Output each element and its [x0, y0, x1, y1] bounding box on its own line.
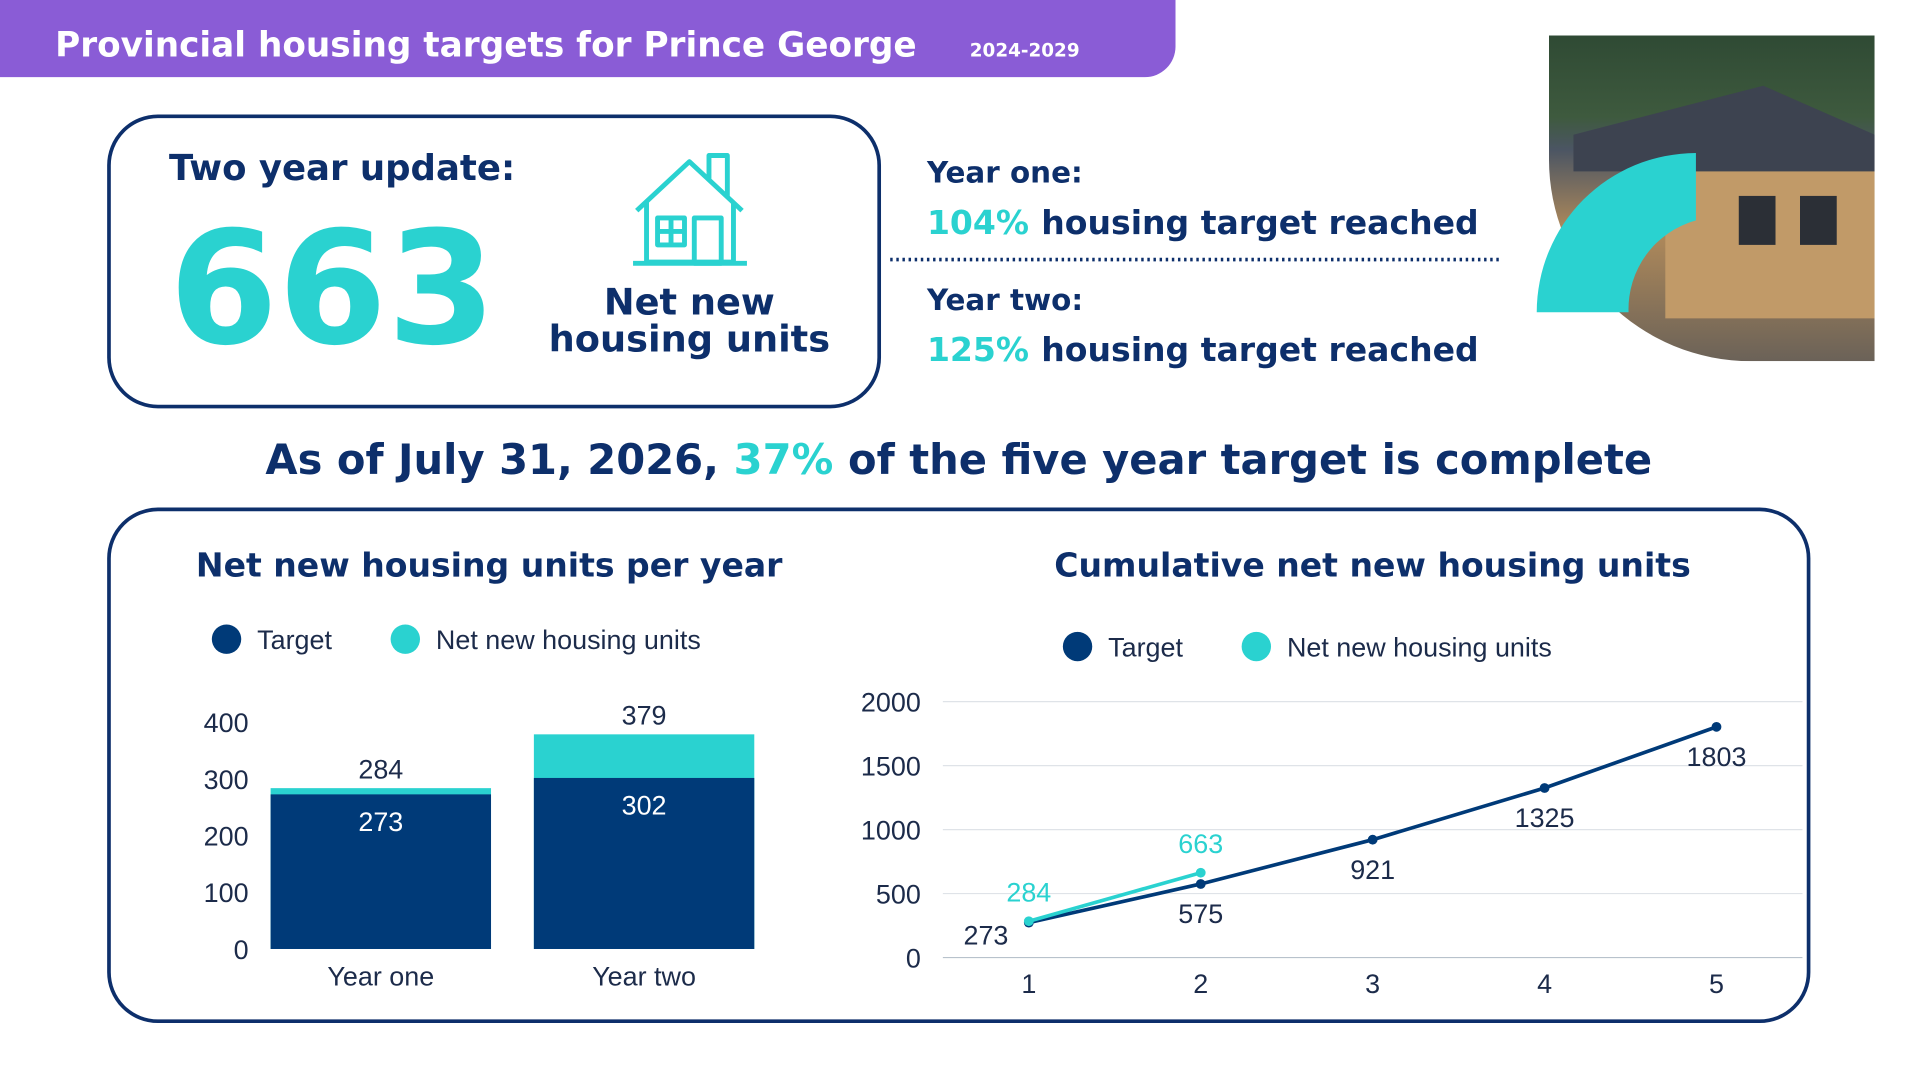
y-tick-label: 400	[204, 708, 249, 738]
y-tick-label: 100	[204, 878, 249, 908]
summary-text: As of July 31, 2026,	[265, 435, 719, 484]
year-heading: Year two:	[926, 283, 1083, 317]
x-tick-label: 3	[1365, 969, 1380, 999]
chart-title: Net new housing units per year	[196, 546, 783, 585]
legend-label: Net new housing units	[1287, 632, 1552, 662]
x-tick-label: 4	[1537, 969, 1552, 999]
data-label: 284	[358, 754, 403, 784]
update-box	[107, 114, 882, 409]
data-label: 663	[1178, 829, 1223, 859]
x-tick-label: 2	[1193, 969, 1208, 999]
legend-label: Target	[257, 625, 332, 655]
legend-swatch	[1241, 631, 1272, 662]
data-label: 379	[622, 701, 667, 731]
point	[1195, 879, 1206, 889]
year-text: housing target reached	[1041, 203, 1478, 242]
y-tick-label: 1500	[861, 751, 921, 781]
data-label: 273	[963, 921, 1008, 951]
y-tick-label: 0	[234, 935, 249, 965]
year-stat: 104% housing target reached	[927, 203, 1479, 242]
y-tick-label: 300	[204, 765, 249, 795]
bar	[270, 794, 492, 949]
header-title: Provincial housing targets for Prince Ge…	[55, 25, 917, 65]
year-heading: Year one:	[926, 155, 1083, 189]
data-label: 575	[1178, 899, 1223, 929]
point	[1195, 867, 1206, 878]
charts-box	[107, 507, 1811, 1024]
data-label: 284	[1006, 878, 1051, 908]
y-tick-label: 0	[906, 943, 921, 973]
legend-swatch	[211, 624, 242, 654]
legend-label: Net new housing units	[436, 625, 701, 655]
year-percent: 104%	[927, 203, 1029, 242]
data-label: 302	[622, 791, 667, 821]
x-tick-label: Year two	[592, 962, 696, 992]
chart-title: Cumulative net new housing units	[1054, 546, 1690, 585]
header-bar	[0, 0, 1176, 78]
update-label: housing units	[549, 317, 830, 360]
y-tick-label: 1000	[861, 815, 921, 845]
y-tick-label: 200	[204, 822, 249, 852]
decor-arc	[1536, 153, 1696, 313]
update-label: Net new	[604, 281, 775, 324]
bar	[533, 777, 755, 949]
point	[1711, 721, 1722, 732]
data-label: 273	[358, 807, 403, 837]
data-label: 1803	[1687, 742, 1747, 772]
point	[1367, 834, 1378, 845]
update-heading: Two year update:	[169, 148, 515, 189]
year-percent: 125%	[927, 330, 1029, 369]
x-tick-label: Year one	[327, 962, 434, 992]
point	[1023, 916, 1034, 927]
summary-highlight: 37%	[734, 435, 834, 484]
x-tick-label: 1	[1021, 969, 1036, 999]
legend-swatch	[1062, 631, 1093, 662]
y-tick-label: 500	[876, 879, 921, 909]
header-subtitle: 2024-2029	[970, 40, 1080, 61]
house-icon	[633, 153, 747, 266]
y-tick-label: 2000	[861, 687, 921, 717]
legend-swatch	[390, 624, 420, 654]
data-label: 921	[1350, 855, 1395, 885]
year-text: housing target reached	[1041, 330, 1478, 369]
summary-text: of the five year target is complete	[848, 435, 1652, 484]
legend-label: Target	[1108, 632, 1183, 662]
summary: As of July 31, 2026, 37% of the five year …	[265, 435, 1652, 484]
line	[1028, 870, 1202, 923]
point	[1539, 783, 1550, 793]
data-label: 1325	[1515, 803, 1575, 833]
x-tick-label: 5	[1709, 969, 1724, 999]
year-stat: 125% housing target reached	[927, 330, 1479, 369]
update-number: 663	[169, 198, 496, 380]
